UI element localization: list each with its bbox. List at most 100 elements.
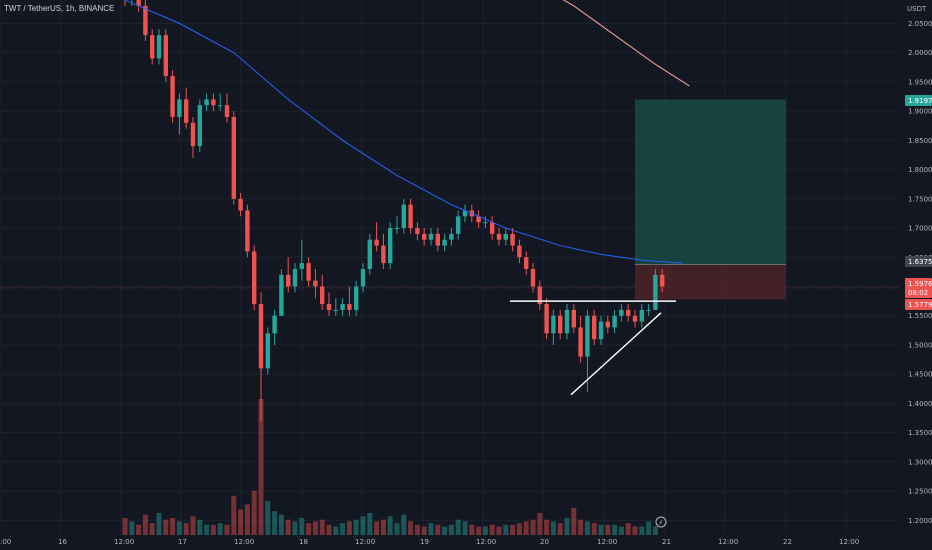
candle-body	[177, 99, 182, 117]
candle-body	[517, 245, 522, 258]
countdown-label: 08:02	[908, 289, 928, 297]
candle-body	[660, 274, 665, 287]
volume-bar	[557, 523, 563, 535]
volume-bar	[584, 521, 590, 535]
volume-bar	[210, 524, 216, 535]
volume-bar	[251, 490, 257, 535]
candle-body	[530, 268, 536, 287]
candle-body	[340, 304, 345, 310]
candle-body	[163, 35, 168, 77]
position-zones[interactable]	[635, 99, 786, 300]
candle-body	[476, 216, 481, 223]
time-tick-label: 21	[662, 538, 671, 546]
candle-body	[558, 315, 563, 334]
candle-body	[286, 274, 291, 287]
candle-body	[258, 304, 264, 369]
volume-bar	[156, 512, 162, 535]
volume-bar	[652, 526, 658, 535]
volume-bar	[278, 514, 284, 535]
time-axis[interactable]: :00 16 12:00 17 12:00 18 12:00 19 12:00 20 12:00 21…	[0, 538, 859, 546]
currency-label: USDT	[907, 5, 927, 13]
candle-body	[510, 233, 515, 246]
volume-bar	[550, 521, 556, 535]
volume-bar	[639, 526, 645, 535]
candle-body	[170, 76, 175, 117]
volume-bar	[346, 521, 352, 535]
volume-bar	[598, 524, 604, 535]
volume-bar	[605, 524, 611, 535]
candle-body	[571, 309, 576, 328]
volume-bar	[176, 521, 182, 535]
price-tick-label: 1.9500	[908, 78, 932, 86]
volume-bar	[380, 519, 386, 535]
current-price-badge	[905, 278, 932, 298]
candle-body	[218, 105, 223, 107]
volume-bar	[149, 523, 155, 535]
support-trendline	[570, 312, 662, 396]
candle-body	[598, 321, 604, 340]
volume-bar	[408, 521, 414, 535]
volume-bar	[503, 524, 509, 535]
candle-body	[184, 99, 189, 123]
candle-body	[428, 233, 434, 240]
volume-bar	[482, 526, 488, 535]
replay-icon[interactable]: ⚡	[655, 516, 667, 528]
volume-bar	[625, 523, 631, 535]
candle-body	[551, 315, 556, 334]
candle-body	[265, 333, 270, 369]
candle-body	[156, 35, 162, 59]
time-tick-label: 20	[540, 538, 549, 546]
candle-body	[238, 198, 243, 211]
candle-body	[408, 204, 413, 229]
volume-bar	[476, 526, 482, 535]
candle-body	[592, 315, 597, 340]
candle-body	[367, 239, 372, 269]
candle-body	[462, 210, 468, 217]
candle-body	[197, 105, 202, 147]
candle-body	[435, 233, 440, 246]
symbol-title: TWT / TetherUS, 1h, BINANCE	[4, 4, 115, 13]
candle-body	[306, 263, 311, 281]
volume-bar	[265, 501, 271, 535]
volume-bar	[224, 524, 230, 535]
volume-bar	[612, 524, 618, 535]
price-tick-label: 1.7000	[908, 225, 932, 233]
volume-bar	[142, 514, 148, 535]
candle-body	[360, 268, 366, 287]
candle-body	[503, 233, 508, 240]
candle-body	[456, 216, 461, 234]
candle-body	[279, 274, 284, 316]
price-tick-label: 1.8500	[908, 137, 932, 145]
volume-bar	[183, 523, 189, 535]
volume-bar	[374, 521, 380, 535]
price-tick-label: 2.0000	[908, 49, 932, 57]
svg-text:⚡: ⚡	[659, 519, 664, 527]
candle-body	[653, 274, 658, 310]
candle-body	[646, 309, 651, 311]
volume-bar	[299, 518, 305, 535]
candle-body	[442, 239, 447, 246]
triangle-pattern[interactable]	[510, 300, 676, 396]
candle-body	[605, 321, 610, 328]
time-tick-label: 17	[178, 538, 187, 546]
volume-bar	[197, 519, 203, 535]
volume-bar	[204, 524, 210, 535]
candle-body	[524, 257, 529, 269]
candle-body	[224, 105, 230, 117]
volume-bar	[272, 511, 278, 535]
candle-body	[333, 309, 338, 311]
price-axis[interactable]: USDT 2.0500 2.0000 1.9500 1.9000 1.8500 1.800…	[907, 5, 932, 525]
candle-body	[619, 309, 624, 316]
target-price-badge	[905, 95, 932, 106]
volume-bar	[170, 518, 176, 535]
time-tick-label: 12:00	[114, 538, 134, 546]
volume-bar	[564, 518, 570, 535]
volume-bar	[136, 524, 142, 535]
volume-bars	[122, 399, 658, 535]
ma-slow-line	[562, 0, 690, 87]
time-tick-label: 12:00	[355, 538, 375, 546]
volume-bar	[489, 524, 495, 535]
candle-body	[626, 309, 631, 316]
candle-body	[564, 309, 570, 334]
